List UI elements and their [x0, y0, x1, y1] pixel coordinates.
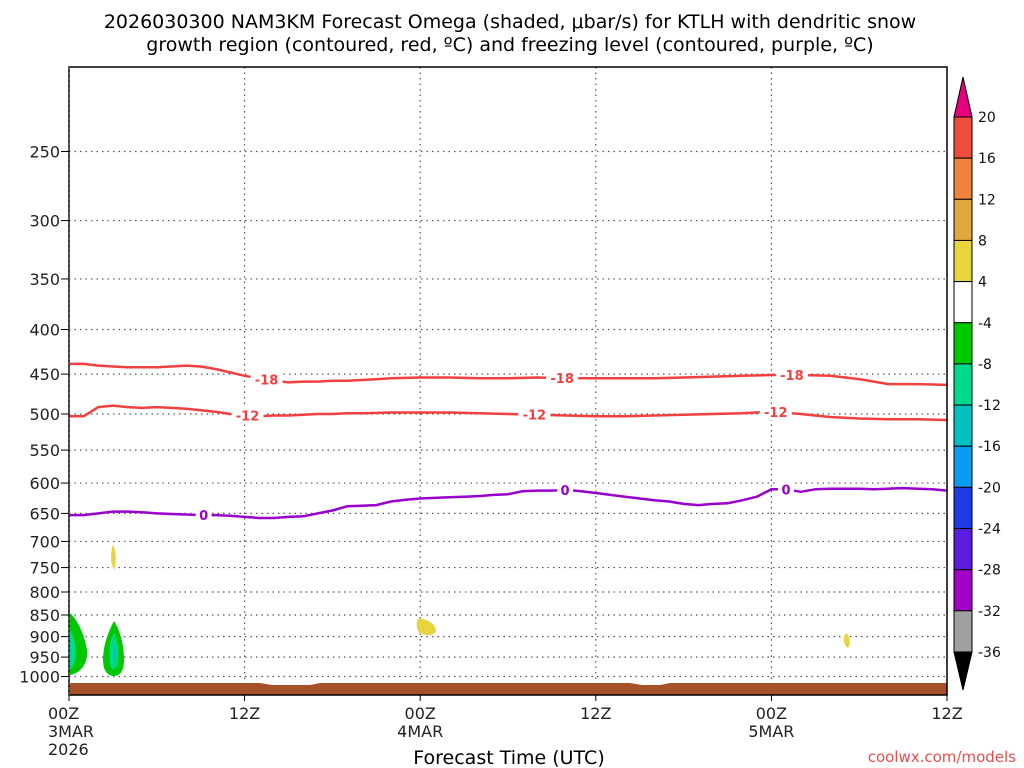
colorbar-swatch-4: [953, 281, 973, 324]
contour-label--18-1: -18: [550, 372, 574, 387]
contour-line--18: [69, 362, 948, 387]
y-tick-label-900: 900: [29, 628, 60, 647]
contour-label-bg--12-0: [231, 407, 264, 424]
x-tick-date-2: 4MAR: [397, 722, 443, 741]
contour-label-bg-0-2: [778, 481, 795, 498]
colorbar-label-2: 12: [978, 192, 996, 208]
colorbar-label-7: -12: [978, 398, 1001, 414]
contour-label-bg-0-1: [557, 482, 574, 499]
omega-cyan-2: [113, 645, 117, 662]
x-tick-label-2: 00Z: [405, 704, 436, 723]
colorbar-label-0: 20: [978, 110, 996, 126]
colorbar-swatch-5: [953, 322, 973, 365]
contour-label-bg--18-2: [775, 366, 808, 383]
omega-yellow-1: [111, 544, 116, 570]
y-tick-label-600: 600: [29, 474, 60, 493]
contour-label-0-1: 0: [561, 484, 570, 499]
grid-lines: [69, 67, 947, 695]
plot-background: [69, 67, 947, 695]
colorbar-label-11: -28: [978, 563, 1001, 579]
colorbar-swatch-11: [953, 569, 973, 612]
contour-label-0-2: 0: [782, 483, 791, 498]
y-axis-ticks: 250 300 350 400 450 500 550 600 650 700 750 800 850 9…: [19, 143, 69, 687]
contour-label--12-0: -12: [236, 410, 260, 425]
x-tick-date-0: 3MAR: [48, 722, 94, 741]
y-tick-label-1000: 1000: [19, 668, 60, 687]
colorbar-swatch-3: [953, 239, 973, 283]
x-axis-label: Forecast Time (UTC): [413, 747, 604, 768]
colorbar-label-10: -24: [978, 522, 1001, 538]
y-tick-label-700: 700: [29, 532, 60, 551]
colorbar-label-9: -20: [978, 480, 1001, 496]
contour-label-bg-0-0: [195, 507, 212, 524]
colorbar-swatch-2: [953, 198, 973, 241]
colorbar-label-5: -4: [978, 316, 992, 332]
colorbar-bottom-arrow: [953, 651, 973, 691]
contour-line--12: [69, 404, 948, 422]
x-tick-label-1: 12Z: [229, 704, 260, 723]
contour-label--18-0: -18: [255, 374, 279, 389]
y-tick-label-400: 400: [29, 321, 60, 340]
contour-label--12-1: -12: [523, 409, 547, 424]
colorbar-label-4: 4: [978, 275, 987, 291]
omega-yellow-3: [843, 633, 850, 648]
omega-teal-1: [69, 628, 76, 670]
colorbar-label-6: -8: [978, 357, 992, 373]
contour-label-bg--12-2: [759, 404, 792, 421]
colorbar-label-13: -36: [978, 645, 1001, 661]
y-tick-label-250: 250: [29, 143, 60, 162]
colorbar-swatch-9: [953, 486, 973, 530]
chart-title-line2: growth region (contoured, red, ºC) and f…: [146, 34, 873, 56]
plot-frame: [68, 66, 948, 696]
colorbar-label-8: -16: [978, 439, 1001, 455]
temperature-contours: -18 -18 -18 -12 -12 -12 0 0 0: [69, 362, 948, 524]
y-tick-label-300: 300: [29, 212, 60, 231]
contour-label-bg--12-1: [518, 406, 551, 423]
colorbar-swatch-6: [953, 363, 973, 406]
contour-label-bg--18-1: [546, 370, 579, 387]
watermark: coolwx.com/models: [868, 748, 1016, 766]
y-tick-label-850: 850: [29, 606, 60, 625]
colorbar-label-3: 8: [978, 233, 987, 249]
x-tick-label-4: 00Z: [756, 704, 787, 723]
contour-label--12-2: -12: [764, 406, 788, 421]
colorbar: 20 16 12 8 4 -4 -8 -12 -16 -20 -24 -28 -32 -36: [953, 76, 1001, 691]
y-tick-label-750: 750: [29, 559, 60, 578]
y-tick-label-550: 550: [29, 441, 60, 460]
x-tick-year-0: 2026: [48, 740, 89, 759]
terrain-bar: [69, 683, 947, 695]
x-tick-label-0: 00Z: [48, 704, 79, 723]
y-tick-label-950: 950: [29, 648, 60, 667]
omega-shaded-regions: [69, 544, 850, 676]
x-tick-date-4: 5MAR: [748, 722, 794, 741]
contour-label-bg--18-0: [250, 371, 283, 388]
colorbar-swatch-8: [953, 445, 973, 488]
y-tick-label-650: 650: [29, 504, 60, 523]
y-tick-label-500: 500: [29, 405, 60, 424]
x-tick-label-5: 12Z: [931, 704, 962, 723]
y-tick-label-800: 800: [29, 583, 60, 602]
contour-label-0-0: 0: [199, 509, 208, 524]
x-tick-label-3: 12Z: [580, 704, 611, 723]
y-tick-label-450: 450: [29, 365, 60, 384]
colorbar-swatch-10: [953, 528, 973, 571]
colorbar-swatch-12: [953, 610, 973, 653]
y-tick-label-350: 350: [29, 270, 60, 289]
colorbar-swatch-7: [953, 404, 973, 447]
contour-line-0: [69, 486, 948, 520]
colorbar-swatch-1: [953, 157, 973, 200]
omega-yellow-2: [416, 618, 436, 636]
contour-label--18-2: -18: [780, 369, 804, 384]
colorbar-label-1: 16: [978, 151, 996, 167]
colorbar-swatch-0: [953, 116, 973, 159]
chart-title-line1: 2026030300 NAM3KM Forecast Omega (shaded…: [104, 11, 916, 33]
colorbar-top-arrow: [953, 76, 973, 118]
colorbar-label-12: -32: [978, 604, 1001, 620]
